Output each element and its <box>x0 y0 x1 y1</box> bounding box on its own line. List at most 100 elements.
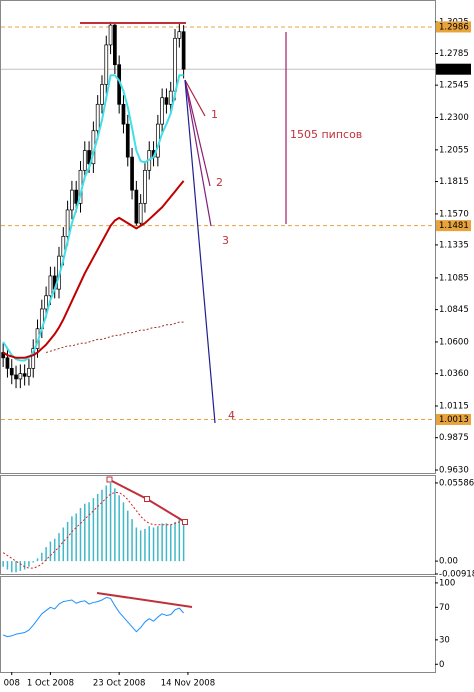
y-tick-label: 1.1570 <box>439 209 469 219</box>
level-label: 1.0013 <box>439 415 469 425</box>
histogram-bar <box>84 503 86 562</box>
projection-1 <box>184 79 206 117</box>
histogram-bar <box>71 516 73 562</box>
y-tick-label: -0.00918 <box>439 569 474 579</box>
candle-body <box>134 189 139 224</box>
y-tick-label: 0.9630 <box>439 466 469 476</box>
candle-body <box>27 368 31 377</box>
histogram-bar <box>10 561 13 573</box>
plot-layer: 1.30251.27851.25451.23001.20551.18151.15… <box>1 17 474 689</box>
y-tick-label: 1.0845 <box>439 305 469 315</box>
candle-body <box>173 37 177 92</box>
y-tick-label: 1.1335 <box>439 240 469 250</box>
level-label: 1.1481 <box>439 221 469 231</box>
candle-body <box>113 24 117 66</box>
histogram-bar <box>148 526 150 562</box>
candle-body <box>160 97 164 125</box>
candle-body <box>5 357 10 369</box>
candle-body <box>9 368 14 376</box>
histogram-bar <box>28 561 30 567</box>
histogram-bar <box>135 527 138 562</box>
level-label: 1.2666 <box>439 65 469 75</box>
histogram-bar <box>92 498 95 562</box>
annotation: 4 <box>228 409 235 422</box>
y-tick-label: 0.00 <box>439 557 458 567</box>
divergence-point <box>182 519 188 525</box>
y-tick-label: 0.05586 <box>439 478 474 488</box>
candle-body <box>70 189 74 211</box>
y-tick-label: 1.0360 <box>439 369 469 379</box>
y-tick-label: 100 <box>439 578 455 588</box>
candle-body <box>100 84 104 105</box>
candle-body <box>14 374 18 380</box>
histogram-bar <box>131 519 133 562</box>
histogram-bar <box>23 561 26 570</box>
histogram-bar <box>174 521 176 562</box>
histogram-bar <box>127 510 129 562</box>
histogram-bar <box>79 507 82 562</box>
histogram-bar <box>152 527 155 562</box>
y-tick-label: 0.9875 <box>439 433 469 443</box>
histogram-bar <box>53 538 56 562</box>
divergence-point <box>144 496 150 502</box>
y-tick-label: 1.0115 <box>439 401 469 411</box>
y-tick-label: 1.1815 <box>439 177 469 187</box>
histogram-bar <box>15 561 17 573</box>
candle-body <box>31 348 36 369</box>
histogram-bar <box>2 561 4 567</box>
y-tick-label: 30 <box>439 635 450 645</box>
macd-panel <box>0 475 436 575</box>
annotation: 2 <box>216 176 223 189</box>
candle-body <box>181 31 186 70</box>
level-label-bg <box>436 413 471 425</box>
series-line <box>2 180 185 359</box>
candle-body <box>104 44 109 85</box>
histogram-bar <box>114 488 116 562</box>
y-tick-label: 0 <box>439 660 444 670</box>
annotation: 1 <box>211 108 218 121</box>
y-tick-label: 70 <box>439 603 450 613</box>
histogram-bar <box>122 502 125 562</box>
histogram-bar <box>182 521 185 562</box>
y-tick-label: 1.2545 <box>439 81 469 91</box>
histogram-bar <box>169 524 172 562</box>
divergence-line <box>109 479 148 500</box>
candle-body <box>65 209 70 237</box>
histogram-bar <box>157 526 159 562</box>
histogram-bar <box>178 517 181 562</box>
level-label: 1.2986 <box>439 22 469 32</box>
level-label-bg <box>436 21 471 33</box>
histogram-bar <box>88 502 90 562</box>
histogram-bar <box>32 561 34 563</box>
y-tick-label: 1.2300 <box>439 113 469 123</box>
candle-body <box>125 123 130 158</box>
x-tick-label: 1 Oct 2008 <box>27 679 74 689</box>
x-tick-label: 14 Nov 2008 <box>161 679 215 689</box>
candle-body <box>48 275 53 297</box>
candle-body <box>177 31 182 39</box>
histogram-bar <box>45 547 47 562</box>
annotations: 1 2 3 4 1505 пипсов <box>80 22 362 608</box>
candle-body <box>143 169 147 204</box>
y-tick-label: 1.1085 <box>439 273 469 283</box>
candle-body <box>22 373 27 377</box>
candle-body <box>95 103 100 132</box>
histogram-bar <box>36 558 39 562</box>
candle-body <box>74 189 79 204</box>
candle-body <box>138 202 143 224</box>
series-line <box>2 597 184 638</box>
histogram-bar <box>165 523 168 562</box>
candle-body <box>18 373 23 380</box>
level-label-bg <box>436 220 471 232</box>
histogram-bar <box>66 521 69 562</box>
histogram-bar <box>144 528 146 562</box>
y-tick-label: 1.2055 <box>439 145 469 155</box>
y-tick-label: 1.0600 <box>439 337 469 347</box>
candle-body <box>87 150 91 165</box>
annotation: 1505 пипсов <box>290 128 362 141</box>
histogram-bar <box>41 552 43 562</box>
candle-body <box>164 97 169 105</box>
histogram-bar <box>118 495 120 562</box>
candle-body <box>1 352 5 359</box>
